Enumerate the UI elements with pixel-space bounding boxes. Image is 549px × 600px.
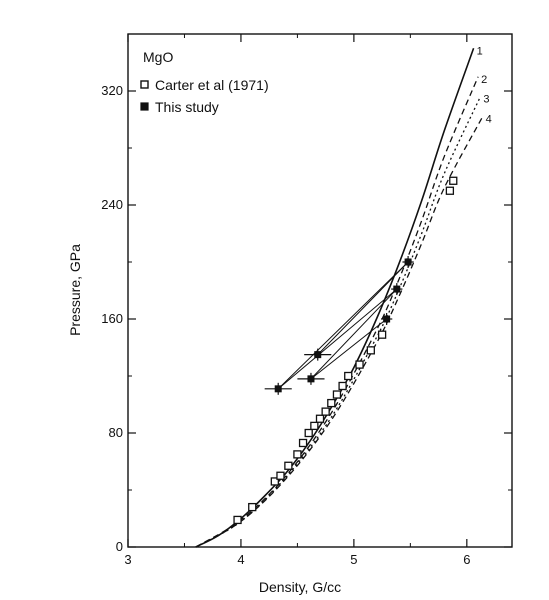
curve-2 [195,76,479,548]
legend-marker-open-square [140,80,149,89]
y-tick-label: 0 [116,539,123,554]
this-study-data-point [314,351,322,359]
carter-data-point [332,390,342,399]
curve-label-2: 2 [481,74,487,86]
carter-data-point [327,398,336,408]
curve-label-3: 3 [483,94,489,106]
this-study-data-point [274,385,282,393]
carter-data-point [449,176,458,185]
this-study-data-point [393,285,401,293]
curve-label-4: 4 [486,114,492,126]
curve-1 [195,47,475,548]
x-axis-label: Density, G/cc [259,579,341,595]
curve-4 [195,116,484,548]
carter-data-point [321,407,330,416]
x-tick-label: 6 [463,552,470,567]
legend-entry-this-study: This study [155,99,219,115]
carter-data-point [445,186,455,195]
this-study-data-point [307,375,315,383]
carter-data-point [276,471,285,480]
legend-entry-carter: Carter et al (1971) [155,77,269,93]
y-tick-label: 320 [101,83,123,98]
connector-line [310,318,387,380]
carter-data-point [355,360,364,369]
connector-line [277,261,409,390]
carter-data-point [344,371,353,381]
carter-data-point [293,450,302,459]
carter-data-point [377,330,387,339]
y-axis-label: Pressure, GPa [67,244,83,336]
y-tick-label: 80 [109,425,123,440]
x-tick-label: 5 [350,552,357,567]
this-study-data-point [383,315,391,323]
legend: MgO Carter et al (1971) This study [140,49,269,115]
carter-data-point [284,461,293,470]
y-tick-label: 160 [101,311,123,326]
carter-data-point [366,346,375,355]
curve-3 [195,96,481,548]
x-tick-label: 3 [124,552,131,567]
connector-line [317,261,409,355]
carter-data-point [248,502,257,512]
connector-line [310,288,398,380]
legend-marker-filled-square [140,102,149,111]
carter-data-point [233,515,242,525]
legend-title: MgO [143,49,173,65]
carter-data-point [310,421,319,431]
carter-data-point [298,438,308,448]
connector-line [277,288,398,390]
curve-label-1: 1 [477,45,483,57]
carter-data-point [315,414,325,423]
carter-data-point [304,428,313,438]
y-tick-label: 240 [101,197,123,212]
x-tick-label: 4 [237,552,244,567]
this-study-data-point [404,258,412,266]
carter-data-point [338,381,347,391]
carter-data-point [270,477,279,486]
plot-frame [127,33,513,548]
